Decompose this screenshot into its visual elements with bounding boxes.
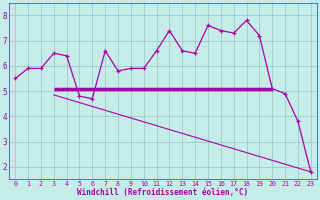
X-axis label: Windchill (Refroidissement éolien,°C): Windchill (Refroidissement éolien,°C)	[77, 188, 249, 197]
